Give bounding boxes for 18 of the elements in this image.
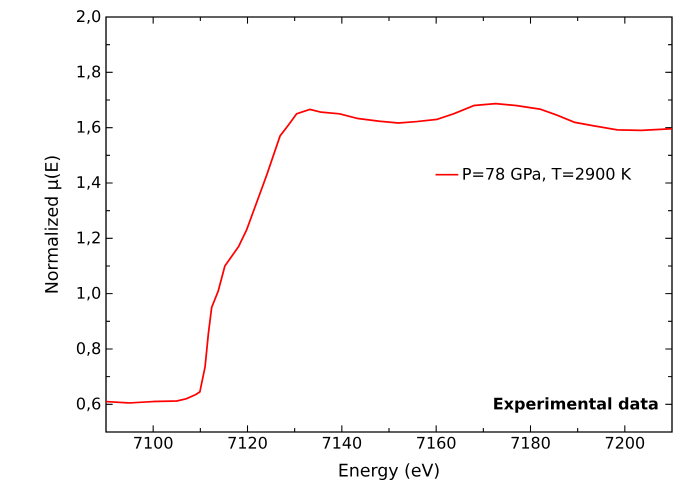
x-tick-label: 7200: [606, 436, 644, 449]
x-tick-label: 7120: [228, 436, 267, 449]
y-tick-label: 1,6: [78, 120, 100, 135]
annotation: Experimental data: [494, 397, 658, 413]
y-tick-label: 1,0: [78, 286, 100, 301]
y-tick-label: 1,4: [78, 176, 100, 190]
legend-label: P=78 GPa, T=2900 K: [463, 168, 632, 182]
x-axis-title: Energy (eV): [340, 463, 439, 480]
y-tick-label: 0,8: [76, 342, 100, 356]
y-tick-label: 1,8: [78, 65, 100, 80]
y-axis-title: Normalized μ(E): [44, 156, 62, 292]
x-tick-label: 7100: [134, 436, 172, 449]
y-tick-label: 0,6: [76, 397, 100, 412]
x-tick-label: 7160: [417, 436, 456, 449]
y-tick-label: 1,2: [78, 231, 100, 246]
x-tick-label: 7180: [511, 436, 550, 449]
y-tick-label: 2,0: [77, 10, 100, 24]
x-tick-label: 7140: [322, 436, 362, 449]
